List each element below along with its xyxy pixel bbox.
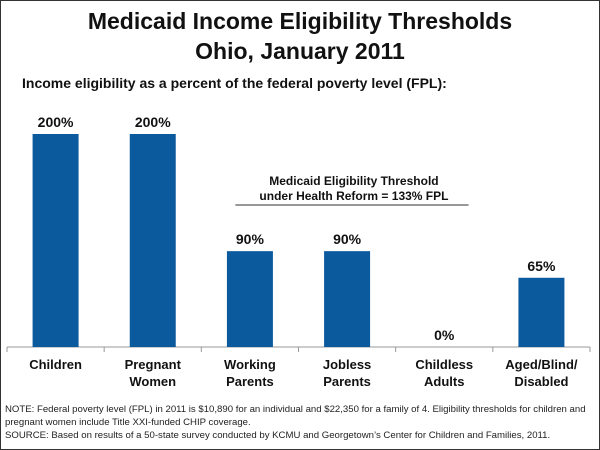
category-label: Working [224, 357, 276, 372]
category-label: Disabled [514, 374, 568, 389]
category-label: Parents [226, 374, 274, 389]
category-label: Parents [323, 374, 371, 389]
category-label: Women [129, 374, 176, 389]
category-label: Adults [424, 374, 464, 389]
bar-3 [324, 251, 371, 347]
data-label: 200% [135, 114, 171, 130]
data-label: 90% [236, 231, 265, 247]
bar-2 [226, 251, 273, 347]
category-label: Childless [415, 357, 473, 372]
category-label: Jobless [323, 357, 371, 372]
chart-title-line1: Medicaid Income Eligibility Thresholds [87, 8, 513, 34]
data-label: 90% [333, 231, 362, 247]
data-label: 65% [527, 258, 556, 274]
category-label: Children [29, 357, 82, 372]
category-label: Aged/Blind/ [505, 357, 578, 372]
reference-label-line1: Medicaid Eligibility Threshold [269, 174, 438, 188]
source-text: SOURCE: Based on results of a 50-state s… [5, 430, 551, 441]
data-label: 0% [434, 327, 455, 343]
data-label: 200% [38, 114, 74, 130]
category-label: Pregnant [125, 357, 182, 372]
bar-5 [518, 277, 565, 347]
bar-chart: 200% Children 200% Pregnant Women 90% Working P… [6, 114, 591, 389]
chart-title-line2: Ohio, January 2011 [195, 38, 405, 64]
reference-label-line2: under Health Reform = 133% FPL [259, 189, 448, 203]
bar-1 [129, 134, 176, 347]
footnote: NOTE: Federal poverty level (FPL) in 201… [5, 403, 595, 442]
bar-0 [32, 134, 79, 347]
chart-subtitle: Income eligibility as a percent of the f… [22, 75, 447, 91]
note-text: NOTE: Federal poverty level (FPL) in 201… [5, 404, 586, 428]
